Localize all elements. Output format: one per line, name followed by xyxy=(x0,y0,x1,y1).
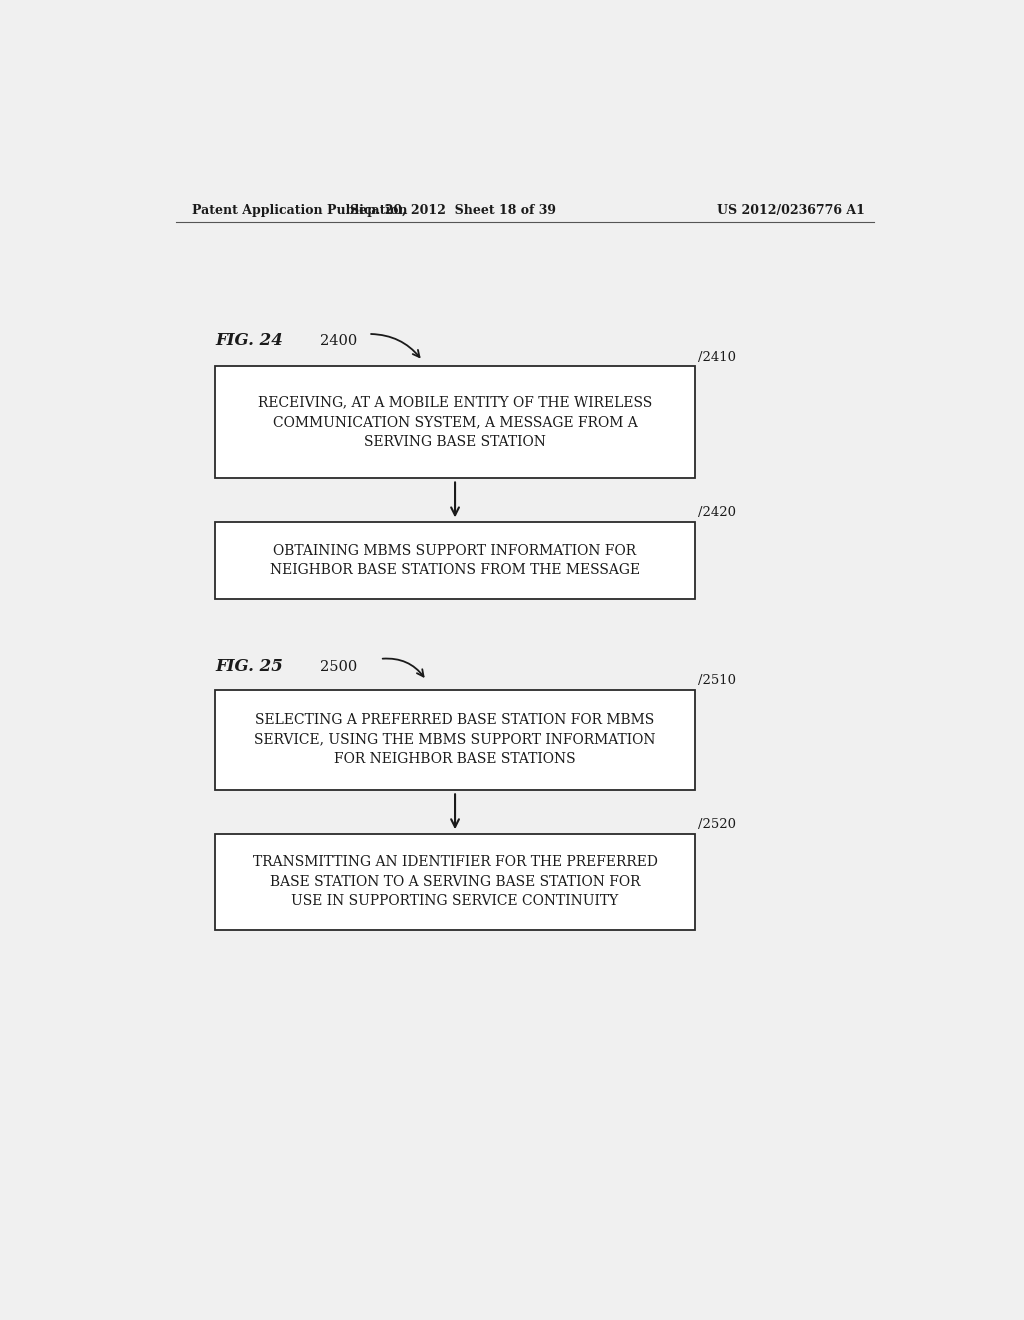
Text: /2520: /2520 xyxy=(697,818,735,832)
Text: US 2012/0236776 A1: US 2012/0236776 A1 xyxy=(717,205,865,218)
Text: 2500: 2500 xyxy=(321,660,357,673)
Text: /2420: /2420 xyxy=(697,506,735,519)
Text: /2410: /2410 xyxy=(697,351,735,363)
Text: SELECTING A PREFERRED BASE STATION FOR MBMS
SERVICE, USING THE MBMS SUPPORT INFO: SELECTING A PREFERRED BASE STATION FOR M… xyxy=(254,713,655,766)
FancyBboxPatch shape xyxy=(215,834,695,929)
Text: Patent Application Publication: Patent Application Publication xyxy=(191,205,408,218)
Text: RECEIVING, AT A MOBILE ENTITY OF THE WIRELESS
COMMUNICATION SYSTEM, A MESSAGE FR: RECEIVING, AT A MOBILE ENTITY OF THE WIR… xyxy=(258,396,652,449)
Text: TRANSMITTING AN IDENTIFIER FOR THE PREFERRED
BASE STATION TO A SERVING BASE STAT: TRANSMITTING AN IDENTIFIER FOR THE PREFE… xyxy=(253,855,657,908)
Text: 2400: 2400 xyxy=(321,334,357,348)
Text: FIG. 25: FIG. 25 xyxy=(216,659,284,675)
FancyBboxPatch shape xyxy=(215,367,695,478)
FancyBboxPatch shape xyxy=(215,521,695,599)
Text: Sep. 20, 2012  Sheet 18 of 39: Sep. 20, 2012 Sheet 18 of 39 xyxy=(350,205,556,218)
Text: OBTAINING MBMS SUPPORT INFORMATION FOR
NEIGHBOR BASE STATIONS FROM THE MESSAGE: OBTAINING MBMS SUPPORT INFORMATION FOR N… xyxy=(270,544,640,577)
FancyBboxPatch shape xyxy=(215,689,695,789)
Text: FIG. 24: FIG. 24 xyxy=(216,333,284,350)
Text: /2510: /2510 xyxy=(697,675,735,686)
